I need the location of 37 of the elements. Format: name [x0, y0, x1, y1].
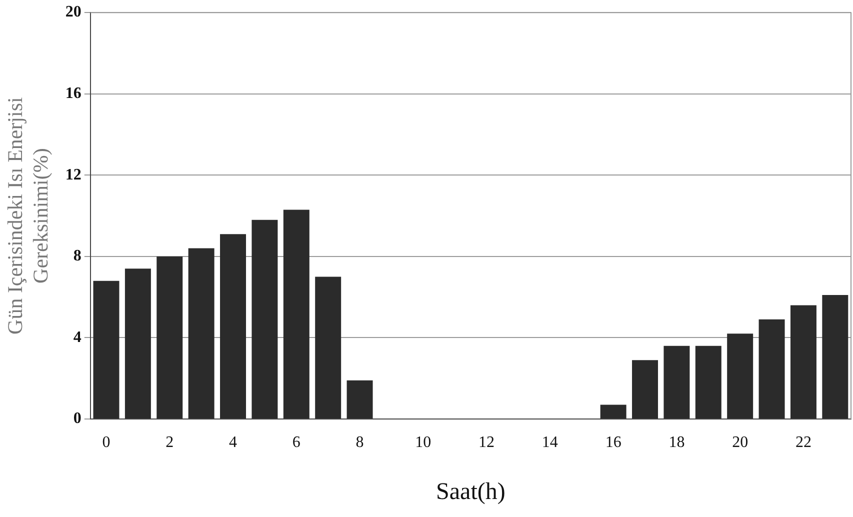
bar	[124, 268, 151, 418]
bar	[252, 220, 278, 418]
bar	[632, 360, 658, 418]
bar	[790, 305, 816, 418]
bar	[600, 404, 626, 418]
x-tick-label: 2	[166, 434, 174, 451]
x-tick-label: 22	[795, 434, 812, 451]
bar	[93, 280, 120, 418]
bar	[758, 319, 785, 418]
y-tick-label: 0	[73, 410, 82, 428]
bar	[727, 334, 754, 418]
bar	[315, 276, 342, 418]
bar	[695, 346, 722, 418]
x-tick-label: 12	[478, 434, 495, 451]
bar	[822, 295, 848, 418]
y-tick-label: 16	[65, 85, 82, 102]
x-tick-label: 6	[292, 434, 300, 451]
bar	[220, 234, 246, 418]
x-tick-label: 18	[668, 434, 685, 451]
x-tick-label: 20	[732, 434, 748, 451]
x-tick-label: 16	[605, 434, 622, 451]
x-tick-label: 0	[102, 434, 110, 451]
y-tick-label: 12	[65, 166, 82, 184]
bar	[156, 256, 183, 418]
y-tick-label: 8	[73, 248, 82, 265]
y-tick-label: 4	[73, 328, 82, 346]
bar	[283, 210, 310, 418]
x-tick-label: 4	[229, 434, 238, 451]
x-tick-label: 10	[415, 434, 432, 451]
bar	[664, 346, 690, 418]
bar	[188, 248, 214, 418]
y-axis-title: Gün Içerisindeki Isı Enerjisi Gereksinimi(%)	[3, 96, 52, 334]
x-tick-label: 8	[356, 434, 364, 451]
y-tick-label: 20	[65, 4, 82, 21]
x-axis-title: Saat(h)	[436, 478, 506, 505]
bar	[346, 380, 373, 418]
x-tick-label: 14	[542, 434, 558, 451]
